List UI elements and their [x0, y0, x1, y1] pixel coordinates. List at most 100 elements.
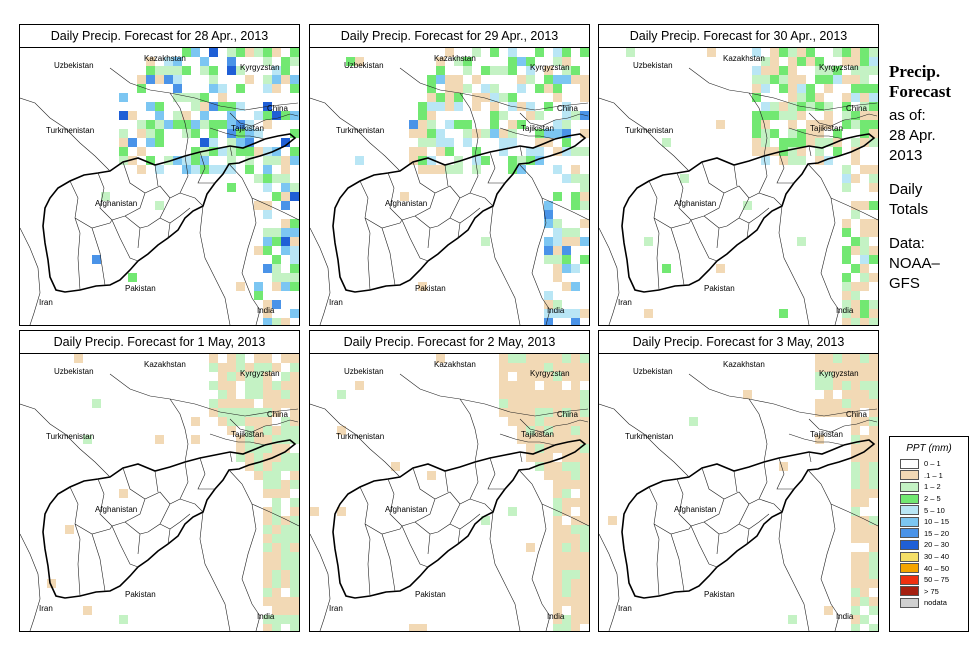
precip-cell — [272, 516, 281, 525]
precip-cell — [517, 426, 526, 435]
precip-cell — [562, 372, 571, 381]
precip-cell — [499, 147, 508, 156]
precip-cell — [463, 57, 472, 66]
precip-cell — [571, 552, 580, 561]
precip-cell — [851, 354, 860, 363]
precip-cell — [290, 543, 299, 552]
precip-cell — [842, 255, 851, 264]
precip-cell — [454, 57, 463, 66]
precip-cell — [281, 525, 290, 534]
precip-cell — [535, 138, 544, 147]
precip-cell — [200, 138, 209, 147]
precip-cell — [851, 462, 860, 471]
precip-cell — [562, 462, 571, 471]
precip-cell — [191, 147, 200, 156]
precip-cell — [544, 390, 553, 399]
precip-cell — [553, 363, 562, 372]
precip-cell — [815, 363, 824, 372]
precip-cell — [272, 381, 281, 390]
precip-cell — [797, 237, 806, 246]
precip-cell — [272, 363, 281, 372]
precip-cell — [580, 561, 589, 570]
precip-cell — [272, 300, 281, 309]
precip-cell — [290, 507, 299, 516]
precip-cell — [553, 426, 562, 435]
precip-cell — [436, 165, 445, 174]
precip-cell — [806, 138, 815, 147]
precip-cell — [553, 444, 562, 453]
precip-cell — [436, 57, 445, 66]
precip-cell — [227, 183, 236, 192]
precip-cell — [860, 471, 869, 480]
precip-cell — [272, 525, 281, 534]
precip-cell — [860, 120, 869, 129]
precip-cell — [562, 111, 571, 120]
precip-cell — [571, 372, 580, 381]
precip-cell — [526, 543, 535, 552]
precip-cell — [553, 471, 562, 480]
precip-cell — [227, 138, 236, 147]
precip-cell — [472, 129, 481, 138]
precip-cell — [788, 48, 797, 57]
precip-cell — [454, 102, 463, 111]
precip-cell — [860, 84, 869, 93]
precip-cell — [553, 300, 562, 309]
precip-cell — [571, 453, 580, 462]
precip-cell — [526, 417, 535, 426]
precip-cell — [227, 147, 236, 156]
precip-cell — [209, 399, 218, 408]
country-label-china: China — [557, 104, 578, 113]
precip-cell — [869, 228, 878, 237]
precip-cell — [290, 417, 299, 426]
precip-cell — [535, 111, 544, 120]
precip-cell — [227, 426, 236, 435]
precip-cell — [218, 372, 227, 381]
country-label-tajikistan: Tajikistan — [521, 430, 554, 439]
precip-cell — [508, 93, 517, 102]
precip-cell — [535, 363, 544, 372]
precip-cell — [245, 48, 254, 57]
country-label-kyrgyzstan: Kyrgyzstan — [819, 63, 859, 72]
precip-cell — [553, 354, 562, 363]
precip-cell — [833, 354, 842, 363]
precip-cell — [842, 111, 851, 120]
precip-cell — [445, 165, 454, 174]
precip-cell — [553, 507, 562, 516]
precip-cell — [137, 84, 146, 93]
precip-cell — [869, 138, 878, 147]
precip-cell — [254, 372, 263, 381]
precip-cell — [860, 453, 869, 462]
precip-cell — [418, 282, 427, 291]
precip-cell — [544, 246, 553, 255]
precip-cell — [752, 48, 761, 57]
precip-cell — [824, 84, 833, 93]
precip-cell — [571, 282, 580, 291]
precip-cell — [526, 390, 535, 399]
precip-cell — [254, 426, 263, 435]
precip-cell — [263, 84, 272, 93]
precip-cell — [272, 264, 281, 273]
precip-cell — [272, 255, 281, 264]
precip-cell — [526, 75, 535, 84]
precip-cell — [526, 435, 535, 444]
precip-cell — [580, 507, 589, 516]
forecast-info: Precip. Forecast as of: 28 Apr. 2013 Dai… — [889, 62, 971, 294]
precip-cell — [860, 498, 869, 507]
precip-cell — [842, 75, 851, 84]
precip-cell — [245, 408, 254, 417]
precip-cell — [218, 84, 227, 93]
legend-swatch — [900, 481, 919, 492]
precip-cell — [553, 84, 562, 93]
precip-cell — [191, 48, 200, 57]
precip-cell — [571, 606, 580, 615]
precip-cell — [580, 147, 589, 156]
precip-cell — [254, 129, 263, 138]
precip-cell — [517, 372, 526, 381]
precip-cell — [544, 210, 553, 219]
info-data-line2: NOAA– — [889, 255, 940, 272]
precip-cell — [580, 93, 589, 102]
precip-cell — [797, 147, 806, 156]
precip-cell — [553, 75, 562, 84]
country-label-pakistan: Pakistan — [704, 284, 735, 293]
legend-swatch — [900, 563, 919, 574]
